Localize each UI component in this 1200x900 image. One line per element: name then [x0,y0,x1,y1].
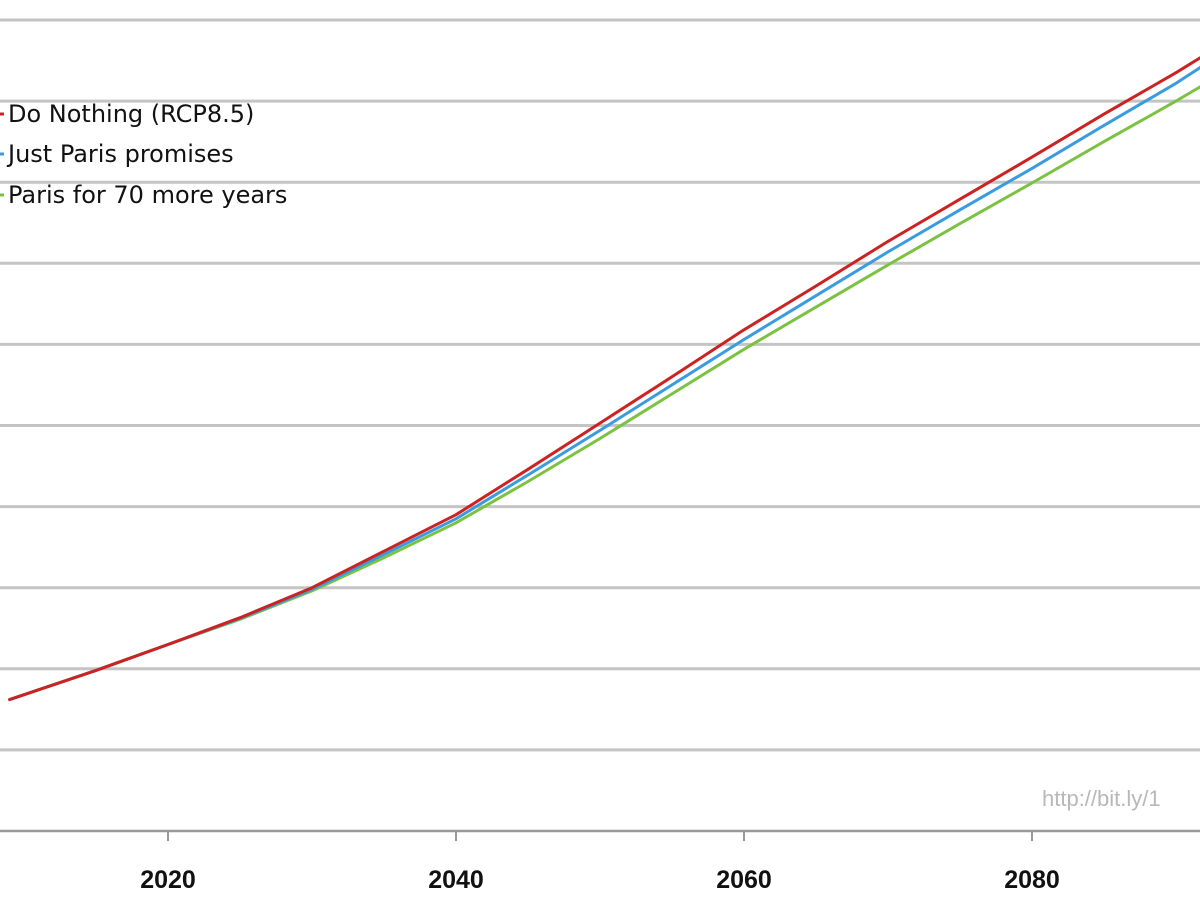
watermark-url: http://bit.ly/1 [1042,786,1161,811]
x-tick-label: 2060 [716,866,772,894]
series-line-3 [8,85,1200,702]
legend-label: Paris for 70 more years [8,181,287,209]
series-lines [8,56,1200,702]
legend: Do Nothing (RCP8.5) Just Paris promises Pa… [0,100,287,209]
x-tick-label: 2040 [428,866,484,894]
legend-label: Do Nothing (RCP8.5) [8,100,254,128]
series-line-1 [8,56,1200,702]
gridlines [0,18,1200,833]
x-tick-label: 2020 [140,866,196,894]
legend-label: Just Paris promises [6,140,234,168]
x-axis: 2020 2040 2060 2080 [140,831,1060,894]
x-tick-label: 2080 [1004,866,1060,894]
